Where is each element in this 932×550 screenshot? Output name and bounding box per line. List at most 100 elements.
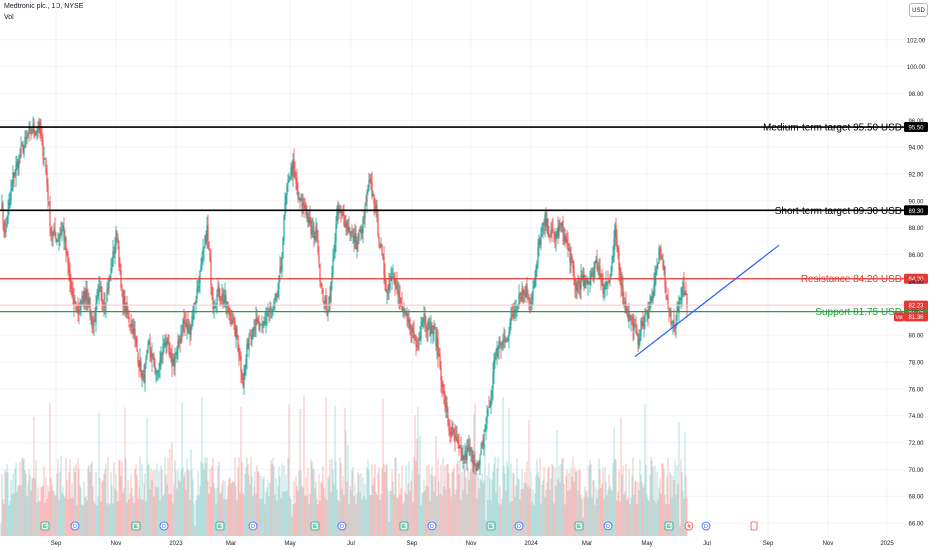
info-icon[interactable]	[750, 521, 758, 531]
candle-body	[57, 239, 59, 241]
candle-body	[448, 426, 450, 432]
volume-bar	[605, 481, 607, 536]
dividend-icon[interactable]: D	[70, 521, 80, 531]
candle-body	[204, 235, 206, 248]
volume-bar	[682, 490, 684, 536]
volume-bar	[52, 491, 54, 536]
earnings-icon[interactable]: E	[574, 521, 584, 531]
volume-bar	[202, 463, 204, 536]
candle-body	[56, 239, 58, 241]
volume-bar	[541, 484, 543, 536]
volume-bar	[227, 485, 229, 536]
volume-bar	[111, 485, 113, 536]
dividend-icon[interactable]: D	[248, 521, 258, 531]
candle-body	[359, 231, 361, 233]
candle-body	[4, 230, 6, 234]
volume-bar	[75, 463, 77, 536]
candle-body	[412, 328, 414, 332]
earnings-icon[interactable]: E	[664, 521, 674, 531]
candle-body	[85, 290, 87, 302]
earnings-icon[interactable]: E	[40, 521, 50, 531]
candle-body	[196, 288, 198, 300]
volume-bar	[191, 468, 193, 536]
candle-body	[665, 286, 667, 294]
candle-body	[495, 354, 497, 356]
volume-bar	[663, 468, 665, 536]
candle-body	[311, 229, 313, 235]
dividend-icon[interactable]: D	[337, 521, 347, 531]
volume-bar	[254, 471, 256, 536]
volume-bar	[290, 498, 292, 536]
volume-bar	[573, 481, 575, 536]
dividend-icon-circle	[514, 521, 524, 531]
volume-bar	[211, 465, 213, 536]
volume-bar	[424, 491, 426, 536]
chart-symbol-title[interactable]: Medtronic plc., 1D, NYSE	[4, 3, 84, 10]
dividend-icon[interactable]: D	[701, 521, 711, 531]
volume-bar	[429, 500, 431, 536]
earnings-icon[interactable]: E	[399, 521, 409, 531]
candle-body	[409, 319, 411, 331]
volume-bar	[235, 486, 237, 536]
volume-bar	[664, 495, 666, 536]
candle-body	[219, 295, 221, 300]
volume-bar	[671, 497, 673, 536]
candle-body	[652, 291, 654, 301]
volume-bar	[300, 470, 302, 536]
volume-legend-label[interactable]: Vol	[4, 14, 14, 21]
time-axis-tick: 2025	[880, 541, 894, 547]
volume-bar	[488, 462, 490, 536]
volume-bar	[219, 493, 221, 536]
volume-bar	[629, 504, 631, 536]
candle-body	[559, 223, 561, 225]
volume-bar	[58, 499, 60, 536]
candle-body	[109, 275, 111, 277]
volume-bar	[324, 496, 326, 536]
dividend-icon[interactable]: D	[427, 521, 437, 531]
volume-bar	[322, 466, 324, 536]
volume-bar	[294, 503, 296, 536]
candle-body	[654, 273, 656, 287]
dividend-icon[interactable]: D	[514, 521, 524, 531]
price-axis-tick: 68.00	[908, 495, 924, 501]
volume-bar	[131, 487, 133, 536]
volume-bar	[584, 486, 586, 536]
volume-bar	[438, 480, 440, 536]
volume-bar	[24, 470, 26, 536]
volume-bar	[270, 460, 272, 536]
split-icon[interactable]	[684, 521, 694, 531]
candle-body	[421, 321, 423, 327]
candle-body	[59, 234, 61, 239]
dividend-icon[interactable]: D	[603, 521, 613, 531]
candle-body	[217, 287, 219, 292]
candle-body	[21, 145, 23, 147]
volume-bar	[651, 460, 653, 536]
earnings-icon-box	[399, 521, 409, 531]
dividend-icon[interactable]: D	[159, 521, 169, 531]
volume-bar	[367, 459, 369, 536]
earnings-icon[interactable]: E	[215, 521, 225, 531]
dividend-icon-circle	[603, 521, 613, 531]
volume-bar	[166, 484, 168, 536]
currency-button[interactable]: USD	[909, 3, 928, 17]
candle-body	[255, 318, 257, 326]
volume-bar	[83, 481, 85, 536]
volume-bar	[183, 476, 185, 536]
volume-bar	[431, 466, 433, 536]
volume-bar	[647, 498, 649, 536]
candle-body	[304, 205, 306, 208]
earnings-icon[interactable]: E	[486, 521, 496, 531]
candle-body	[526, 284, 528, 297]
earnings-icon[interactable]: E	[310, 521, 320, 531]
candle-body	[18, 156, 20, 168]
volume-bar	[433, 491, 435, 536]
volume-bar	[600, 487, 602, 536]
volume-bar	[258, 472, 260, 536]
candle-body	[680, 298, 682, 300]
candle-body	[611, 261, 613, 272]
earnings-icon[interactable]: E	[131, 521, 141, 531]
candle-body	[566, 239, 568, 244]
candle-body	[609, 278, 611, 283]
volume-bar	[271, 463, 273, 536]
